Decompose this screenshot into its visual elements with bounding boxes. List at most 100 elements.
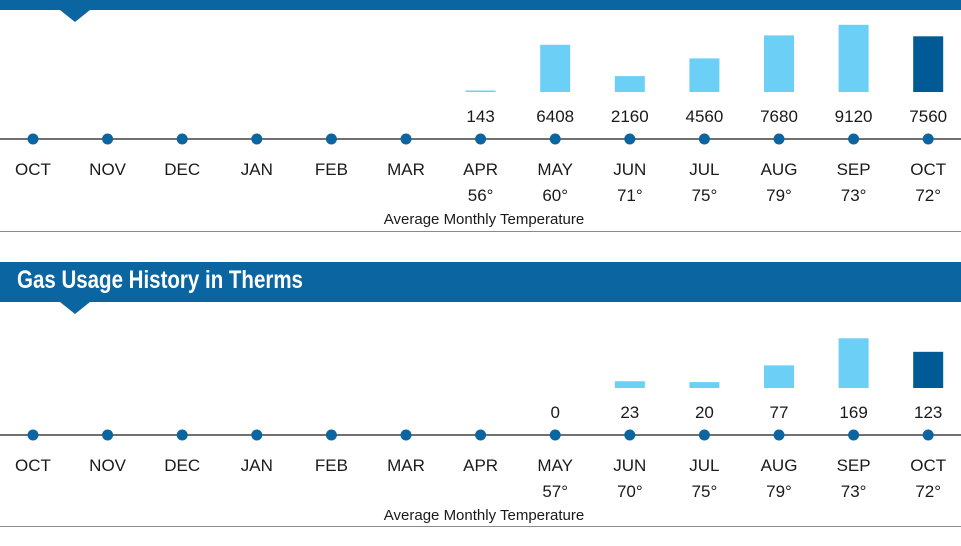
value-label: 7560 <box>909 107 947 126</box>
section-title: Gas Usage History in Therms <box>17 266 303 294</box>
x-axis-label: Average Monthly Temperature <box>384 211 584 228</box>
month-label: OCT <box>15 456 51 475</box>
axis-dot <box>475 429 487 441</box>
axis-dot <box>102 429 114 441</box>
temperature-label: 72° <box>915 186 941 205</box>
usage-bar <box>764 35 794 92</box>
value-label: 0 <box>550 403 559 422</box>
header-notch <box>60 302 90 314</box>
temperature-label: 73° <box>841 186 867 205</box>
axis-dot <box>102 133 114 145</box>
temperature-label: 60° <box>542 186 568 205</box>
usage-bar <box>689 58 720 92</box>
usage-bar <box>614 76 645 92</box>
axis-dot <box>549 429 561 441</box>
value-label: 2160 <box>611 107 649 126</box>
usage-bar <box>614 381 645 388</box>
usage-bar <box>540 44 571 92</box>
month-label: APR <box>463 456 498 475</box>
temperature-label: 71° <box>617 186 643 205</box>
axis-dot <box>624 429 636 441</box>
axis-dot <box>922 133 934 145</box>
month-label: JUN <box>613 456 646 475</box>
value-label: 23 <box>620 403 639 422</box>
axis-dot <box>624 133 636 145</box>
month-label: OCT <box>15 160 51 179</box>
value-label: 143 <box>466 107 494 126</box>
temperature-label: 75° <box>692 482 718 501</box>
month-label: JUN <box>613 160 646 179</box>
month-label: MAY <box>537 160 573 179</box>
month-label: MAR <box>387 456 425 475</box>
axis-dot <box>848 429 860 441</box>
month-label: OCT <box>910 160 946 179</box>
month-label: MAY <box>537 456 573 475</box>
axis-dot <box>400 429 412 441</box>
electric-usage-section: OCT NOV DEC JAN FEB MAR 143 APR 56° 6408 MAY 60° 216… <box>0 0 961 232</box>
month-label: SEP <box>837 160 871 179</box>
temperature-label: 79° <box>766 482 792 501</box>
axis-dot <box>698 429 710 441</box>
section-header <box>0 0 961 10</box>
axis-dot <box>176 133 188 145</box>
temperature-label: 73° <box>841 482 867 501</box>
axis-dot <box>698 133 710 145</box>
value-label: 169 <box>839 403 867 422</box>
axis-dot <box>27 133 39 145</box>
axis-dot <box>251 429 263 441</box>
temperature-label: 56° <box>468 186 494 205</box>
x-axis-label: Average Monthly Temperature <box>384 507 584 524</box>
axis-dot <box>773 429 785 441</box>
month-label: AUG <box>761 456 798 475</box>
temperature-label: 72° <box>915 482 941 501</box>
value-label: 123 <box>914 403 942 422</box>
month-label: MAR <box>387 160 425 179</box>
temperature-label: 79° <box>766 186 792 205</box>
value-label: 4560 <box>685 107 723 126</box>
usage-bar <box>465 90 496 92</box>
value-label: 6408 <box>536 107 574 126</box>
section-divider <box>0 231 961 232</box>
temperature-label: 70° <box>617 482 643 501</box>
usage-bar <box>913 351 944 388</box>
value-label: 20 <box>695 403 714 422</box>
value-label: 9120 <box>835 107 873 126</box>
usage-bar <box>838 24 869 92</box>
month-label: DEC <box>164 160 200 179</box>
axis-dot <box>400 133 412 145</box>
axis-dot <box>475 133 487 145</box>
usage-chart-top: OCT NOV DEC JAN FEB MAR 143 APR 56° 6408 MAY 60° 216… <box>0 24 961 228</box>
axis-dot <box>325 429 337 441</box>
month-label: NOV <box>89 456 127 475</box>
axis-dot <box>773 133 785 145</box>
usage-bar <box>689 382 720 388</box>
value-label: 77 <box>770 403 789 422</box>
month-label: JUL <box>689 160 719 179</box>
gas-usage-section: Gas Usage History in Therms <box>0 262 961 528</box>
axis-dot <box>549 133 561 145</box>
month-label: NOV <box>89 160 127 179</box>
month-label: FEB <box>315 160 348 179</box>
axis-dot <box>325 133 337 145</box>
month-label: JAN <box>241 160 273 179</box>
axis-dot <box>176 429 188 441</box>
month-label: DEC <box>164 456 200 475</box>
temperature-label: 75° <box>692 186 718 205</box>
axis-dot <box>848 133 860 145</box>
month-label: AUG <box>761 160 798 179</box>
section-header: Gas Usage History in Therms <box>0 262 961 302</box>
usage-bar <box>838 338 869 388</box>
month-label: APR <box>463 160 498 179</box>
month-label: OCT <box>910 456 946 475</box>
month-label: JAN <box>241 456 273 475</box>
section-divider <box>0 526 961 527</box>
month-label: SEP <box>837 456 871 475</box>
month-label: JUL <box>689 456 719 475</box>
gas-usage-chart: OCT NOV DEC JAN FEB MAR APR 0 MAY 57° 23 JUN 70° 20 JU… <box>0 338 961 524</box>
axis-dot <box>251 133 263 145</box>
usage-bar <box>764 365 794 388</box>
temperature-label: 57° <box>542 482 568 501</box>
axis-dot <box>922 429 934 441</box>
usage-bar <box>913 36 944 92</box>
axis-dot <box>27 429 39 441</box>
